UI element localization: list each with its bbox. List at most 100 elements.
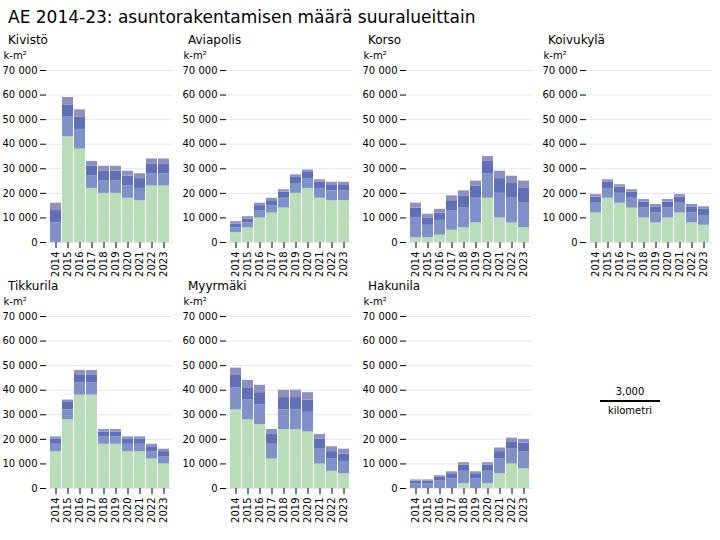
svg-text:40 000: 40 000 xyxy=(3,138,38,149)
svg-text:2016: 2016 xyxy=(614,252,625,277)
svg-text:2019: 2019 xyxy=(290,498,301,523)
svg-text:20 000: 20 000 xyxy=(543,188,578,199)
svg-text:70 000: 70 000 xyxy=(3,65,38,76)
svg-text:10 000: 10 000 xyxy=(363,212,398,223)
svg-text:30 000: 30 000 xyxy=(543,163,578,174)
svg-text:2015: 2015 xyxy=(242,498,253,523)
svg-text:2014: 2014 xyxy=(230,252,241,277)
svg-text:60 000: 60 000 xyxy=(3,335,38,346)
svg-text:20 000: 20 000 xyxy=(363,188,398,199)
svg-text:2022: 2022 xyxy=(326,252,337,277)
svg-text:2023: 2023 xyxy=(518,498,529,523)
svg-text:50 000: 50 000 xyxy=(363,114,398,125)
svg-text:50 000: 50 000 xyxy=(3,360,38,371)
svg-text:2018: 2018 xyxy=(458,252,469,277)
svg-text:30 000: 30 000 xyxy=(183,409,218,420)
svg-text:2020: 2020 xyxy=(302,498,313,523)
svg-text:2019: 2019 xyxy=(650,252,661,277)
svg-text:2022: 2022 xyxy=(146,498,157,523)
svg-text:60 000: 60 000 xyxy=(363,89,398,100)
svg-text:k-m²: k-m² xyxy=(364,296,387,307)
svg-text:0: 0 xyxy=(391,237,397,248)
svg-text:2019: 2019 xyxy=(470,252,481,277)
svg-text:2020: 2020 xyxy=(122,252,133,277)
svg-text:2021: 2021 xyxy=(134,252,145,277)
svg-text:2017: 2017 xyxy=(626,252,637,277)
svg-text:20 000: 20 000 xyxy=(183,434,218,445)
svg-text:0: 0 xyxy=(211,483,217,494)
svg-text:2016: 2016 xyxy=(434,252,445,277)
svg-text:70 000: 70 000 xyxy=(183,311,218,322)
svg-text:50 000: 50 000 xyxy=(3,114,38,125)
svg-text:2021: 2021 xyxy=(314,252,325,277)
svg-text:2020: 2020 xyxy=(662,252,673,277)
svg-text:0: 0 xyxy=(571,237,577,248)
svg-text:40 000: 40 000 xyxy=(363,138,398,149)
svg-text:2017: 2017 xyxy=(446,252,457,277)
svg-text:2021: 2021 xyxy=(314,498,325,523)
svg-text:2016: 2016 xyxy=(74,498,85,523)
svg-text:2022: 2022 xyxy=(506,252,517,277)
svg-text:2023: 2023 xyxy=(698,252,709,277)
svg-text:k-m²: k-m² xyxy=(4,296,27,307)
svg-text:2017: 2017 xyxy=(266,498,277,523)
svg-text:2017: 2017 xyxy=(266,252,277,277)
svg-text:30 000: 30 000 xyxy=(183,163,218,174)
svg-text:60 000: 60 000 xyxy=(543,89,578,100)
svg-text:70 000: 70 000 xyxy=(3,311,38,322)
svg-text:2016: 2016 xyxy=(434,498,445,523)
svg-text:k-m²: k-m² xyxy=(184,50,207,61)
svg-text:20 000: 20 000 xyxy=(363,434,398,445)
svg-text:2019: 2019 xyxy=(110,252,121,277)
svg-text:2018: 2018 xyxy=(278,498,289,523)
svg-text:2022: 2022 xyxy=(326,498,337,523)
svg-text:20 000: 20 000 xyxy=(3,434,38,445)
svg-text:2018: 2018 xyxy=(98,252,109,277)
svg-text:2021: 2021 xyxy=(674,252,685,277)
svg-text:40 000: 40 000 xyxy=(3,384,38,395)
svg-text:2020: 2020 xyxy=(122,498,133,523)
svg-text:2023: 2023 xyxy=(338,252,349,277)
svg-text:2015: 2015 xyxy=(422,498,433,523)
svg-text:40 000: 40 000 xyxy=(183,384,218,395)
svg-text:40 000: 40 000 xyxy=(363,384,398,395)
svg-text:30 000: 30 000 xyxy=(363,409,398,420)
svg-text:40 000: 40 000 xyxy=(183,138,218,149)
svg-text:2015: 2015 xyxy=(602,252,613,277)
svg-text:60 000: 60 000 xyxy=(183,89,218,100)
svg-text:50 000: 50 000 xyxy=(363,360,398,371)
svg-text:2017: 2017 xyxy=(86,498,97,523)
svg-text:2023: 2023 xyxy=(518,252,529,277)
svg-text:10 000: 10 000 xyxy=(363,458,398,469)
svg-text:70 000: 70 000 xyxy=(543,65,578,76)
svg-text:2015: 2015 xyxy=(62,252,73,277)
svg-text:2022: 2022 xyxy=(146,252,157,277)
svg-text:10 000: 10 000 xyxy=(543,212,578,223)
svg-text:30 000: 30 000 xyxy=(3,163,38,174)
svg-text:2015: 2015 xyxy=(242,252,253,277)
svg-text:2016: 2016 xyxy=(254,498,265,523)
svg-text:2019: 2019 xyxy=(470,498,481,523)
svg-text:2017: 2017 xyxy=(446,498,457,523)
svg-text:2022: 2022 xyxy=(506,498,517,523)
svg-text:2014: 2014 xyxy=(410,498,421,523)
svg-text:2016: 2016 xyxy=(254,252,265,277)
svg-text:0: 0 xyxy=(391,483,397,494)
svg-text:2014: 2014 xyxy=(590,252,601,277)
svg-text:50 000: 50 000 xyxy=(183,114,218,125)
svg-text:70 000: 70 000 xyxy=(183,65,218,76)
svg-text:k-m²: k-m² xyxy=(544,50,567,61)
svg-text:2018: 2018 xyxy=(458,498,469,523)
svg-text:10 000: 10 000 xyxy=(183,458,218,469)
svg-text:2019: 2019 xyxy=(110,498,121,523)
svg-text:2017: 2017 xyxy=(86,252,97,277)
svg-text:k-m²: k-m² xyxy=(4,50,27,61)
svg-text:60 000: 60 000 xyxy=(3,89,38,100)
svg-text:2014: 2014 xyxy=(50,252,61,277)
svg-text:10 000: 10 000 xyxy=(3,212,38,223)
svg-text:2018: 2018 xyxy=(638,252,649,277)
svg-text:40 000: 40 000 xyxy=(543,138,578,149)
svg-text:20 000: 20 000 xyxy=(3,188,38,199)
svg-text:2021: 2021 xyxy=(134,498,145,523)
svg-text:2020: 2020 xyxy=(482,498,493,523)
